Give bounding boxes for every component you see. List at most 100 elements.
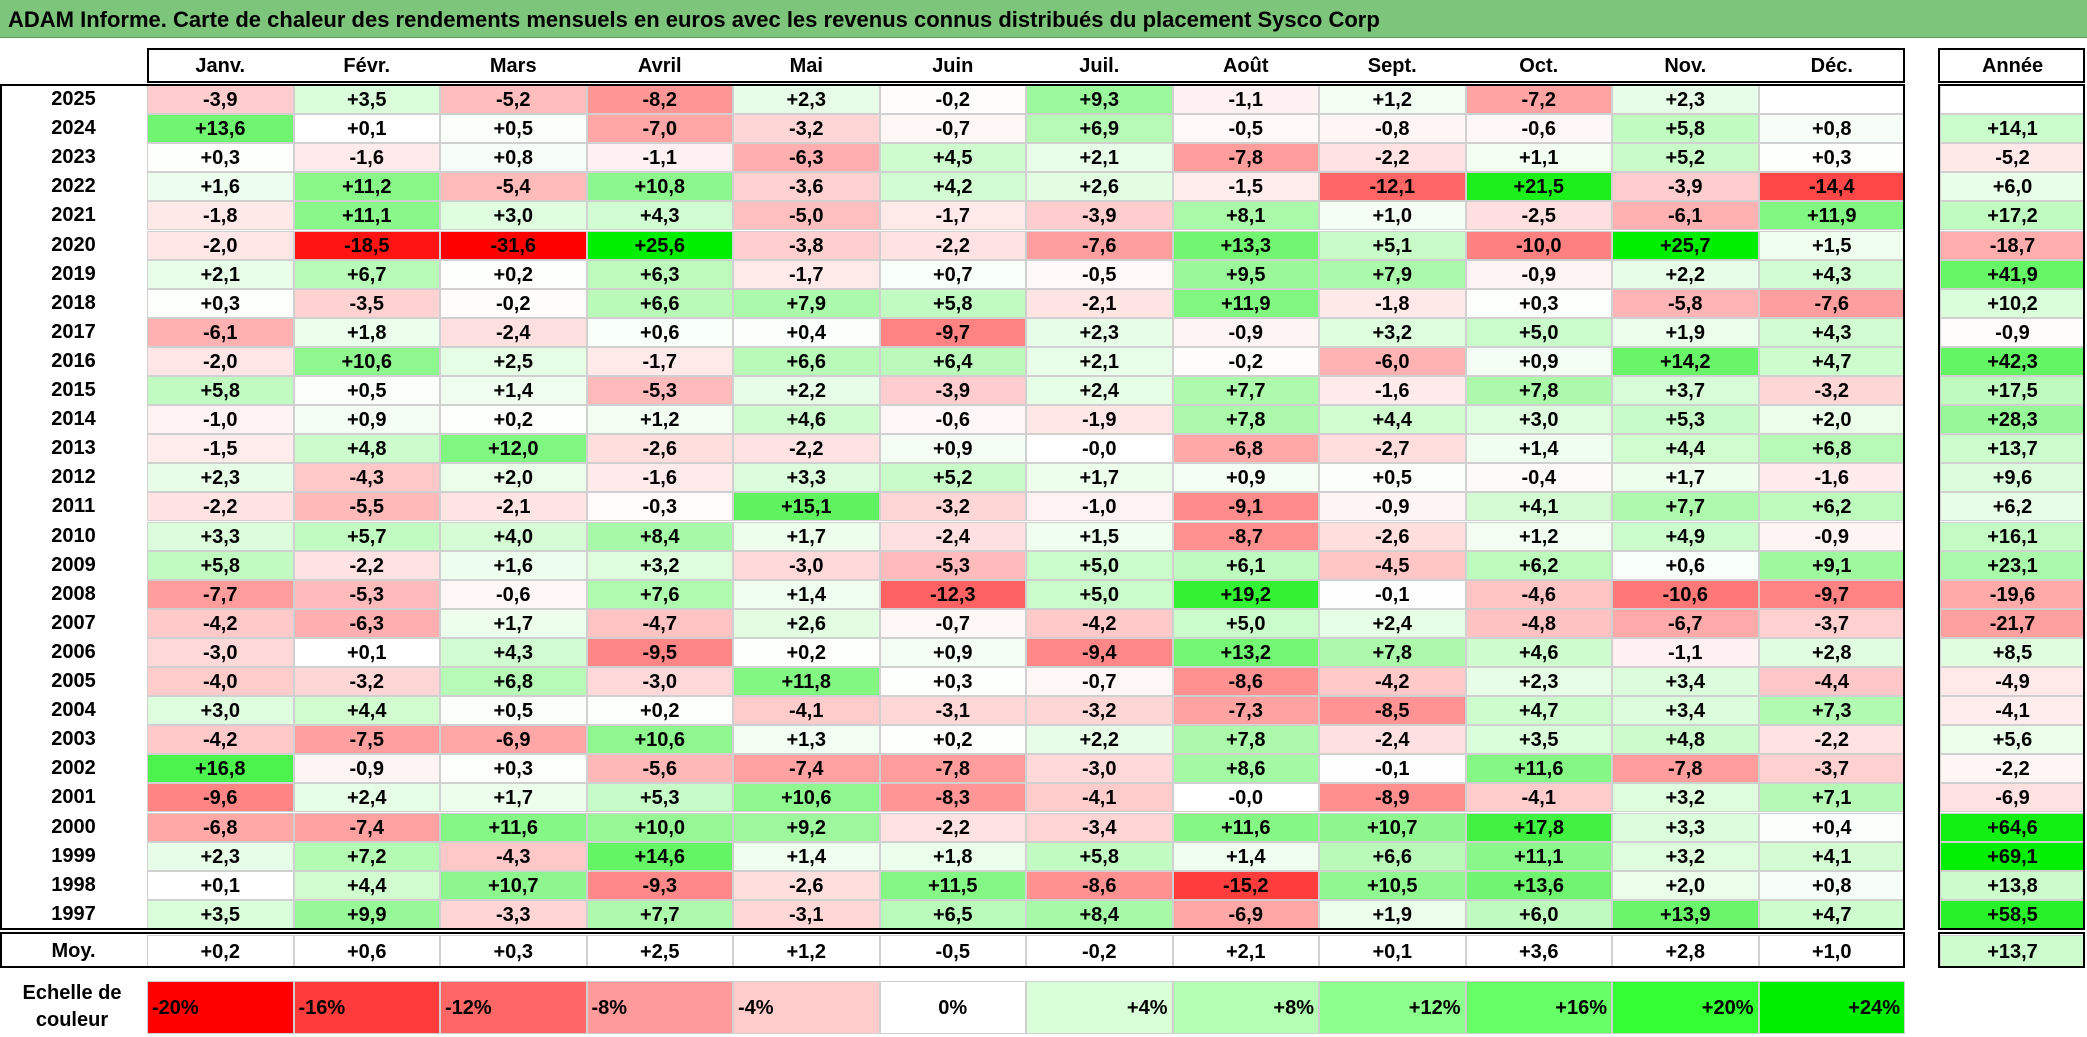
annual-cell: -21,7 [1940, 608, 2085, 638]
heatmap-cell: -15,2 [1172, 870, 1319, 900]
heatmap-cell: +0,3 [440, 754, 587, 784]
heatmap-cell: +2,1 [147, 259, 294, 289]
average-cell: +1,2 [733, 935, 880, 968]
heatmap-cell: -1,5 [1172, 172, 1319, 202]
heatmap-cell: -5,4 [440, 172, 587, 202]
heatmap-cell: -0,0 [1172, 783, 1319, 813]
heatmap-cell: +0,5 [440, 696, 587, 726]
month-header: Févr. [343, 55, 391, 77]
heatmap-cell: +5,0 [1465, 317, 1612, 347]
average-cell: +1,0 [1758, 935, 1905, 968]
heatmap-cell: +5,0 [1172, 608, 1319, 638]
heatmap-cell: -4,2 [147, 608, 294, 638]
heatmap-cell: +3,5 [293, 85, 440, 115]
heatmap-cell: +2,0 [1758, 405, 1905, 435]
heatmap-cell: -7,0 [586, 114, 733, 144]
year-label: 2012 [51, 466, 96, 489]
average-annual-cell: +13,7 [1940, 935, 2085, 968]
heatmap-cell: +4,4 [1319, 405, 1466, 435]
heatmap-cell: -0,4 [1465, 463, 1612, 493]
heatmap-cell: -5,2 [440, 85, 587, 115]
annual-cell: +41,9 [1940, 259, 2085, 289]
heatmap-cell: +10,7 [440, 870, 587, 900]
heatmap-cell: -14,4 [1758, 172, 1905, 202]
heatmap-cell: -4,3 [440, 841, 587, 871]
heatmap-cell: -2,2 [147, 492, 294, 522]
heatmap-cell: +2,4 [1026, 376, 1173, 406]
year-label: 1997 [51, 902, 96, 925]
heatmap-cell: -6,1 [1612, 201, 1759, 231]
heatmap-cell: +4,3 [440, 637, 587, 667]
heatmap-cell: +1,6 [147, 172, 294, 202]
year-label: 2021 [51, 204, 96, 227]
heatmap-cell: +6,2 [1758, 492, 1905, 522]
heatmap-cell: +4,1 [1758, 841, 1905, 871]
heatmap-cell: +0,9 [879, 637, 1026, 667]
heatmap-cell: +2,1 [1026, 143, 1173, 173]
heatmap-cell: +4,3 [586, 201, 733, 231]
heatmap-cell: +1,7 [440, 608, 587, 638]
heatmap-cell: +6,8 [440, 667, 587, 697]
heatmap-cell: +1,1 [1465, 143, 1612, 173]
heatmap-cell: +2,3 [1612, 85, 1759, 115]
heatmap-cell: +1,4 [733, 579, 880, 609]
heatmap-cell: -7,3 [1172, 696, 1319, 726]
heatmap-cell: +0,9 [1465, 346, 1612, 376]
heatmap-cell: +11,9 [1758, 201, 1905, 231]
heatmap-cell: -4,6 [1465, 579, 1612, 609]
heatmap-cell: -8,2 [586, 85, 733, 115]
heatmap-cell: -6,0 [1319, 346, 1466, 376]
annual-cell: +42,3 [1940, 346, 2085, 376]
heatmap-cell: -1,8 [1319, 288, 1466, 318]
year-label: 2016 [51, 349, 96, 372]
heatmap-cell: -5,8 [1612, 288, 1759, 318]
heatmap-cell: -0,2 [440, 288, 587, 318]
heatmap-cell: +11,9 [1172, 288, 1319, 318]
annual-cell: -5,2 [1940, 143, 2085, 173]
heatmap-cell: -3,2 [1758, 376, 1905, 406]
heatmap-cell: +4,3 [1758, 317, 1905, 347]
heatmap-cell: -2,0 [147, 230, 294, 260]
month-header: Mai [789, 55, 823, 77]
heatmap-cell: -2,2 [879, 812, 1026, 842]
heatmap-cell: -0,5 [1172, 114, 1319, 144]
year-label: 2018 [51, 291, 96, 314]
heatmap-cell: +21,5 [1465, 172, 1612, 202]
heatmap-cell: -4,7 [586, 608, 733, 638]
heatmap-cell: +19,2 [1172, 579, 1319, 609]
annual-cell: -6,9 [1940, 783, 2085, 813]
heatmap-cell: -1,1 [1612, 637, 1759, 667]
heatmap-cell: +1,4 [733, 841, 880, 871]
heatmap-cell: -6,3 [293, 608, 440, 638]
average-cell: +0,1 [1319, 935, 1466, 968]
heatmap-cell: +7,8 [1319, 637, 1466, 667]
heatmap-cell: +0,7 [879, 259, 1026, 289]
heatmap-cell: -5,6 [586, 754, 733, 784]
heatmap-cell: +0,3 [147, 143, 294, 173]
heatmap-cell: +0,5 [440, 114, 587, 144]
heatmap-cell: -10,6 [1612, 579, 1759, 609]
heatmap-cell: +1,2 [1465, 521, 1612, 551]
heatmap-cell: +0,4 [733, 317, 880, 347]
heatmap-cell: -7,4 [293, 812, 440, 842]
heatmap-cell: +4,2 [879, 172, 1026, 202]
heatmap-cell: -3,4 [1026, 812, 1173, 842]
chart-title: ADAM Informe. Carte de chaleur des rende… [8, 7, 1380, 32]
heatmap-cell: -4,5 [1319, 550, 1466, 580]
scale-step: -12% [440, 981, 587, 1034]
heatmap-cell: +5,7 [293, 521, 440, 551]
heatmap-cell: +3,0 [1465, 405, 1612, 435]
heatmap-cell: +6,7 [293, 259, 440, 289]
heatmap-cell: -1,6 [293, 143, 440, 173]
heatmap-cell: +4,7 [1758, 346, 1905, 376]
heatmap-cell: +0,1 [293, 637, 440, 667]
heatmap-cell: +0,2 [879, 725, 1026, 755]
scale-step: 0% [879, 981, 1026, 1034]
heatmap-cell: +0,1 [147, 870, 294, 900]
heatmap-cell: -2,5 [1465, 201, 1612, 231]
heatmap-cell: +13,3 [1172, 230, 1319, 260]
heatmap-cell: +1,5 [1026, 521, 1173, 551]
heatmap-cell: +1,2 [1319, 85, 1466, 115]
heatmap-cell: +11,1 [293, 201, 440, 231]
heatmap-cell: +11,1 [1465, 841, 1612, 871]
